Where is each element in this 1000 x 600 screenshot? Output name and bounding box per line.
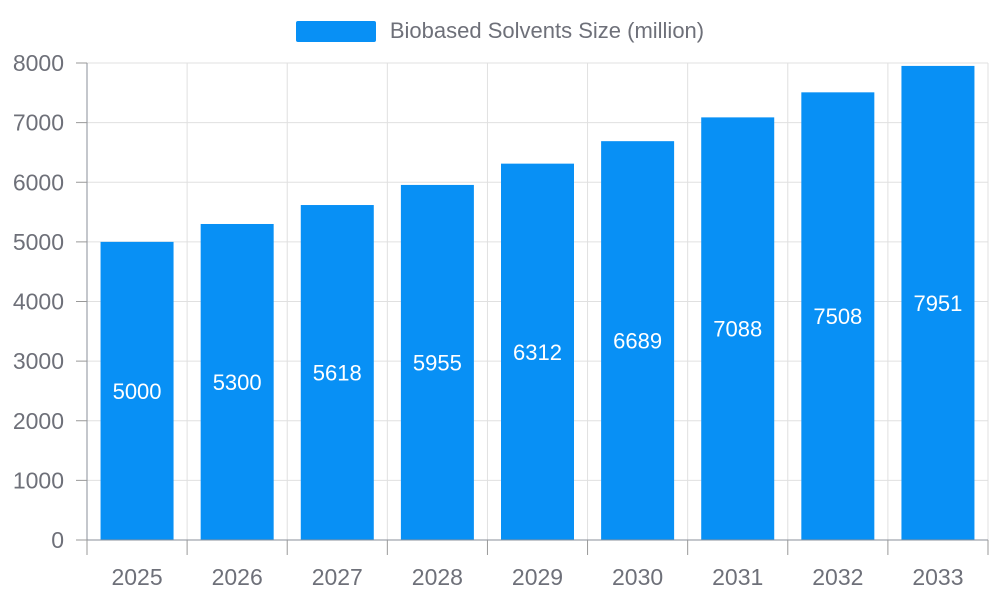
x-axis-tick-label: 2033: [912, 564, 963, 590]
bar-2027[interactable]: [300, 205, 374, 541]
x-axis-tick-label: 2028: [412, 564, 463, 590]
bar-2031[interactable]: [701, 117, 775, 541]
x-axis-tick-label: 2027: [312, 564, 363, 590]
bar-value-label: 7508: [813, 304, 862, 329]
x-axis-tick-label: 2025: [111, 564, 162, 590]
y-axis-tick-label: 0: [51, 527, 64, 553]
y-axis-tick-label: 1000: [13, 467, 64, 493]
y-axis-tick-label: 4000: [13, 289, 64, 315]
x-axis-tick-label: 2026: [212, 564, 263, 590]
legend-item[interactable]: Biobased Solvents Size (million): [295, 18, 705, 43]
x-axis-tick-label: 2029: [512, 564, 563, 590]
legend-label: Biobased Solvents Size (million): [389, 18, 705, 43]
bar-2030[interactable]: [601, 141, 675, 540]
bar-value-label: 5300: [213, 370, 262, 395]
y-axis-tick-label: 3000: [13, 348, 64, 374]
y-axis-tick-label: 7000: [13, 110, 64, 136]
bar-value-label: 5955: [413, 350, 462, 375]
bar-value-label: 7088: [713, 317, 762, 342]
y-axis-tick-label: 2000: [13, 408, 64, 434]
x-axis-tick-label: 2030: [612, 564, 663, 590]
bar-value-label: 5618: [313, 361, 362, 386]
bar-2025[interactable]: [100, 241, 174, 540]
bar-2032[interactable]: [801, 92, 875, 540]
legend-marker-swatch: [295, 20, 376, 42]
bar-2028[interactable]: [400, 184, 474, 541]
x-axis-tick-label: 2031: [712, 564, 763, 590]
bar-value-label: 7951: [913, 291, 962, 316]
bar-value-label: 6689: [613, 329, 662, 354]
y-axis-tick-label: 6000: [13, 169, 64, 195]
y-axis-tick-label: 8000: [13, 50, 64, 76]
bar-2033[interactable]: [901, 65, 975, 540]
legend: Biobased Solvents Size (million): [0, 20, 1000, 42]
bar-2029[interactable]: [501, 163, 574, 540]
bar-2026[interactable]: [200, 223, 274, 541]
x-axis-tick-label: 2032: [812, 564, 863, 590]
bar-value-label: 6312: [513, 340, 562, 365]
y-axis-tick-label: 5000: [13, 229, 64, 255]
bar-value-label: 5000: [113, 379, 162, 404]
